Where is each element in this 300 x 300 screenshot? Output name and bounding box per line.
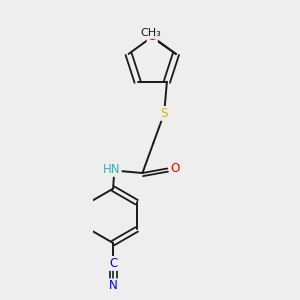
Text: N: N bbox=[109, 279, 118, 292]
Text: HN: HN bbox=[103, 163, 121, 176]
Text: O: O bbox=[171, 162, 180, 175]
Text: C: C bbox=[109, 257, 117, 270]
Text: S: S bbox=[160, 107, 168, 120]
Text: CH₃: CH₃ bbox=[141, 28, 161, 38]
Text: O: O bbox=[148, 30, 157, 43]
